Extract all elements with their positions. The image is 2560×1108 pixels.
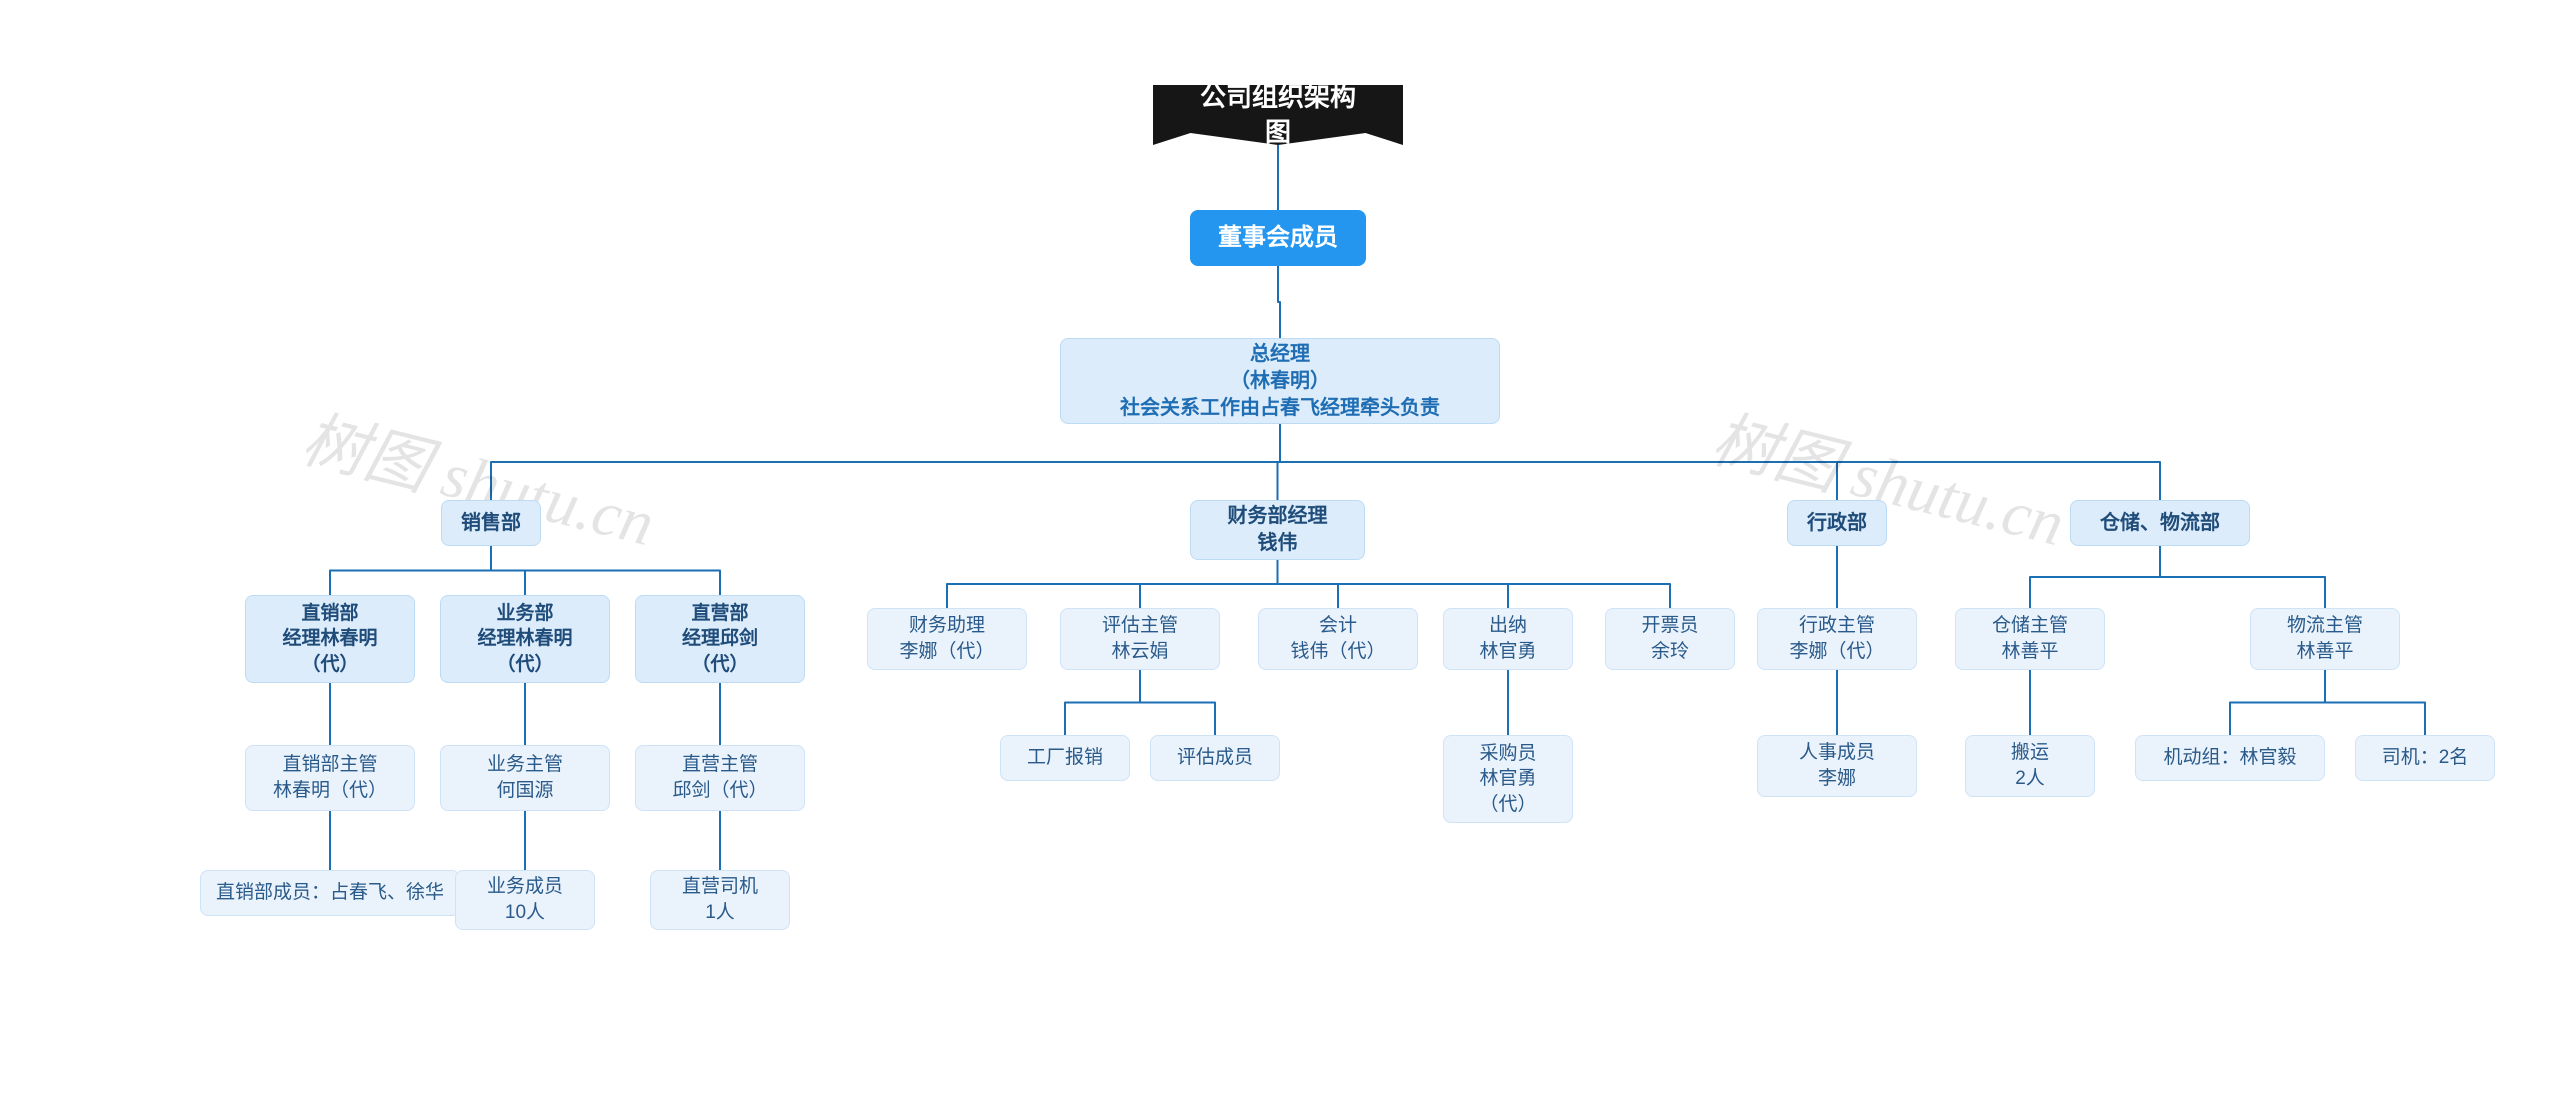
node-a2: 人事成员李娜 [1757,735,1917,797]
node-line: 林云娟 [1111,639,1168,665]
connector [2230,670,2325,735]
node-line: 评估主管 [1102,613,1178,639]
connector [1065,670,1140,735]
node-line: 钱伟 [1258,530,1298,557]
node-line: （代） [691,652,748,678]
node-f3: 会计钱伟（代） [1258,608,1418,670]
node-s3a: 直营主管邱剑（代） [635,745,805,811]
node-line: 财务部经理 [1228,503,1328,530]
node-fin: 财务部经理钱伟 [1190,500,1365,560]
node-f2a: 工厂报销 [1000,735,1130,781]
connector [1140,560,1278,608]
node-w2: 物流主管林善平 [2250,608,2400,670]
node-s1b: 直销部成员：占春飞、徐华 [200,870,460,916]
node-f5: 开票员余玲 [1605,608,1735,670]
node-line: 林官勇 [1479,766,1536,792]
node-line: 林官勇 [1479,639,1536,665]
node-line: 经理林春明 [282,626,377,652]
node-line: 仓储、物流部 [2100,510,2220,537]
node-s2: 业务部经理林春明（代） [440,595,610,683]
node-a1: 行政主管李娜（代） [1757,608,1917,670]
node-line: （代） [1479,792,1536,818]
node-f2b: 评估成员 [1150,735,1280,781]
node-whl: 仓储、物流部 [2070,500,2250,546]
node-line: 直销部主管 [282,752,377,778]
node-line: 经理邱剑 [682,626,758,652]
node-line: 直营主管 [682,752,758,778]
node-s1a: 直销部主管林春明（代） [245,745,415,811]
connector [1140,670,1215,735]
node-line: 总经理 [1250,341,1310,368]
node-line: 机动组：林官毅 [2163,745,2296,771]
connector [1278,266,1280,338]
node-line: 李娜（代） [1789,639,1884,665]
node-line: 直销部 [301,601,358,627]
node-line: 林善平 [2001,639,2058,665]
node-line: （林春明） [1230,368,1330,395]
connector [330,546,491,595]
node-f4: 出纳林官勇 [1443,608,1573,670]
node-line: 社会关系工作由占春飞经理牵头负责 [1120,395,1440,422]
node-line: 仓储主管 [1992,613,2068,639]
node-line: 直营部 [691,601,748,627]
node-line: 10人 [505,900,545,926]
node-f4a: 采购员林官勇（代） [1443,735,1573,823]
node-w2b: 司机：2名 [2355,735,2495,781]
node-line: （代） [301,652,358,678]
node-line: 邱剑（代） [672,778,767,804]
node-line: 搬运 [2011,740,2049,766]
node-line: 何国源 [496,778,553,804]
node-line: （代） [496,652,553,678]
connector [1278,560,1671,608]
node-sales: 销售部 [441,500,541,546]
node-line: 直销部成员：占春飞、徐华 [216,880,444,906]
node-s3b: 直营司机1人 [650,870,790,930]
node-w1a: 搬运2人 [1965,735,2095,797]
node-line: 财务助理 [909,613,985,639]
node-s2a: 业务主管何国源 [440,745,610,811]
node-line: 经理林春明 [477,626,572,652]
node-line: 司机：2名 [2382,745,2469,771]
node-f1: 财务助理李娜（代） [867,608,1027,670]
node-line: 开票员 [1641,613,1698,639]
connector [1280,424,2160,500]
node-s1: 直销部经理林春明（代） [245,595,415,683]
node-line: 余玲 [1651,639,1689,665]
connector [2030,546,2160,608]
node-line: 人事成员 [1799,740,1875,766]
node-s2b: 业务成员10人 [455,870,595,930]
connector [2325,670,2425,735]
connector [491,424,1280,500]
node-gm: 总经理（林春明）社会关系工作由占春飞经理牵头负责 [1060,338,1500,424]
node-line: 业务成员 [487,874,563,900]
node-line: 出纳 [1489,613,1527,639]
node-line: 钱伟（代） [1290,639,1385,665]
node-line: 业务主管 [487,752,563,778]
node-line: 采购员 [1479,741,1536,767]
node-line: 行政主管 [1799,613,1875,639]
node-board: 董事会成员 [1190,210,1366,266]
node-line: 评估成员 [1177,745,1253,771]
connector [2160,546,2325,608]
node-line: 林春明（代） [273,778,387,804]
node-line: 业务部 [496,601,553,627]
node-line: 工厂报销 [1027,745,1103,771]
node-w2a: 机动组：林官毅 [2135,735,2325,781]
org-chart-canvas: 树图 shutu.cn树图 shutu.cn公司组织架构图董事会成员总经理（林春… [0,0,2560,1108]
node-line: 李娜 [1818,766,1856,792]
node-line: 销售部 [461,510,521,537]
node-w1: 仓储主管林善平 [1955,608,2105,670]
node-admin: 行政部 [1787,500,1887,546]
node-line: 董事会成员 [1218,222,1338,254]
node-s3: 直营部经理邱剑（代） [635,595,805,683]
node-line: 1人 [705,900,735,926]
node-line: 行政部 [1807,510,1867,537]
node-line: 2人 [2015,766,2045,792]
node-f2: 评估主管林云娟 [1060,608,1220,670]
node-line: 会计 [1319,613,1357,639]
node-line: 物流主管 [2287,613,2363,639]
node-line: 直营司机 [682,874,758,900]
node-line: 李娜（代） [899,639,994,665]
node-line: 林善平 [2296,639,2353,665]
